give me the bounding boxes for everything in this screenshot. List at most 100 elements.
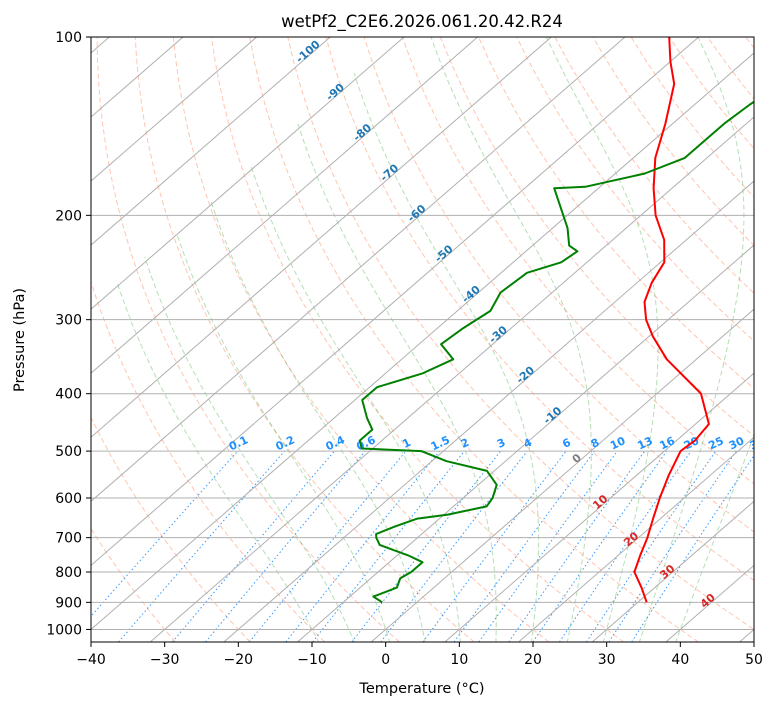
mixing-ratio-line [248, 450, 407, 642]
isotherm-label: 40 [698, 591, 718, 611]
dry-adiabat [554, 37, 754, 294]
dry-adiabat [134, 37, 475, 642]
isotherm-gridline [591, 500, 754, 642]
isotherm-label: -30 [486, 323, 510, 346]
mixing-ratio-label: 6 [560, 436, 573, 451]
moist-adiabat [430, 37, 592, 642]
isotherm-label: -20 [514, 363, 538, 386]
dry-adiabat [287, 37, 754, 631]
mixing-ratio-line [91, 450, 238, 617]
mixing-ratio-line [508, 450, 646, 642]
x-tick-label: −20 [224, 652, 254, 668]
moist-adiabat [116, 282, 320, 642]
plot-frame [90, 36, 755, 643]
isotherm-label: 20 [621, 529, 641, 549]
dry-adiabat [401, 37, 754, 485]
dry-adiabat [96, 37, 400, 642]
y-tick-label: 900 [55, 595, 82, 611]
mixing-ratio-label: 10 [608, 434, 628, 452]
isotherm-gridline [91, 37, 405, 310]
isotherm-gridline [444, 372, 754, 642]
moist-adiabat [144, 256, 355, 642]
mixing-ratio-label: 16 [658, 434, 678, 452]
isotherm-label: -50 [432, 242, 456, 265]
isotherm-gridline [91, 52, 754, 631]
dry-adiabat [325, 37, 754, 582]
mixing-ratio-line [532, 450, 668, 642]
x-tick-label: 40 [671, 652, 689, 668]
mixing-ratio-line [631, 454, 754, 642]
isotherm-label: -10 [541, 404, 565, 427]
dry-adiabat [439, 37, 754, 437]
mixing-ratio-label: 1 [400, 436, 412, 451]
mixing-ratio-line [608, 450, 737, 642]
dewpoint-profile-line [358, 100, 754, 604]
mixing-ratio-label: 2 [459, 436, 471, 451]
mixing-ratio-label: 0.2 [274, 433, 297, 453]
x-tick-label: 50 [745, 652, 763, 668]
mixing-ratio-label: 25 [706, 434, 725, 452]
isotherm-label: -40 [459, 283, 483, 306]
mixing-ratio-line [585, 450, 717, 642]
isotherm-gridline [91, 37, 331, 246]
isotherm-label: -60 [405, 202, 429, 225]
y-tick-label: 300 [55, 313, 82, 329]
y-tick-label: 600 [55, 491, 82, 507]
moist-adiabat [545, 37, 659, 642]
x-tick-label: 10 [450, 652, 468, 668]
y-axis: 100 200 300 400 500 600 700 800 900 1000 [46, 30, 91, 638]
x-tick-label: −10 [297, 652, 327, 668]
mixing-ratio-line [171, 450, 335, 642]
mixing-ratio-label: 36 [748, 434, 768, 452]
x-axis-label: Temperature (°C) [358, 681, 484, 697]
moist-adiabat [675, 433, 754, 642]
isotherm-gridline [149, 116, 754, 642]
isotherm-gridline [91, 37, 257, 182]
mixing-ratio-labels: 0.1 0.2 0.4 0.6 1 1.5 2 3 4 6 8 10 13 16 20 25 30 36 [227, 433, 768, 453]
isotherm-gridline [91, 37, 552, 438]
x-tick-label: 0 [381, 652, 390, 668]
y-tick-label: 100 [55, 30, 82, 46]
dry-adiabat [172, 37, 550, 642]
dry-adiabat [668, 37, 754, 150]
chart-title: wetPf2_C2E6.2026.061.20.42.R24 [281, 12, 563, 32]
profile-lines [358, 37, 754, 604]
mixing-ratio-line [285, 450, 440, 642]
mixing-ratio-label: 1.5 [429, 433, 452, 453]
mixing-ratio-line [453, 450, 596, 642]
dry-adiabat [91, 416, 251, 642]
moist-adiabat [638, 37, 745, 642]
isotherm-label: -80 [351, 121, 375, 144]
y-tick-label: 700 [55, 531, 82, 547]
background-lines [91, 37, 754, 642]
mixing-ratio-label: 30 [727, 434, 747, 452]
mixing-ratio-line [422, 450, 567, 642]
dry-adiabat [516, 37, 754, 342]
dry-adiabat [630, 37, 754, 198]
isotherm-gridline [518, 436, 754, 642]
x-tick-label: 30 [598, 652, 616, 668]
dry-adiabat [249, 37, 699, 642]
isotherm-gridline [297, 244, 754, 642]
x-tick-label: 20 [524, 652, 542, 668]
isotherm-gridline [223, 180, 754, 642]
y-tick-label: 1000 [46, 622, 82, 638]
isotherm-label: -90 [323, 81, 347, 104]
moist-adiabat [250, 165, 461, 642]
moist-adiabat [210, 201, 426, 642]
mixing-ratio-label: 13 [635, 434, 654, 452]
isotherm-gridline [370, 308, 754, 642]
moist-adiabat [297, 123, 497, 642]
y-axis-label: Pressure (hPa) [12, 288, 28, 392]
mixing-ratio-line [205, 450, 366, 642]
mixing-ratio-line [558, 450, 692, 642]
y-tick-label: 800 [55, 565, 82, 581]
isotherm-gridline [739, 628, 754, 642]
dry-adiabat [211, 37, 624, 642]
dry-adiabat [745, 37, 754, 49]
moist-adiabat [176, 233, 391, 642]
isotherm-label: -100 [293, 38, 323, 66]
mixing-ratio-label: 3 [495, 436, 507, 451]
temperature-profile-line [633, 37, 710, 603]
